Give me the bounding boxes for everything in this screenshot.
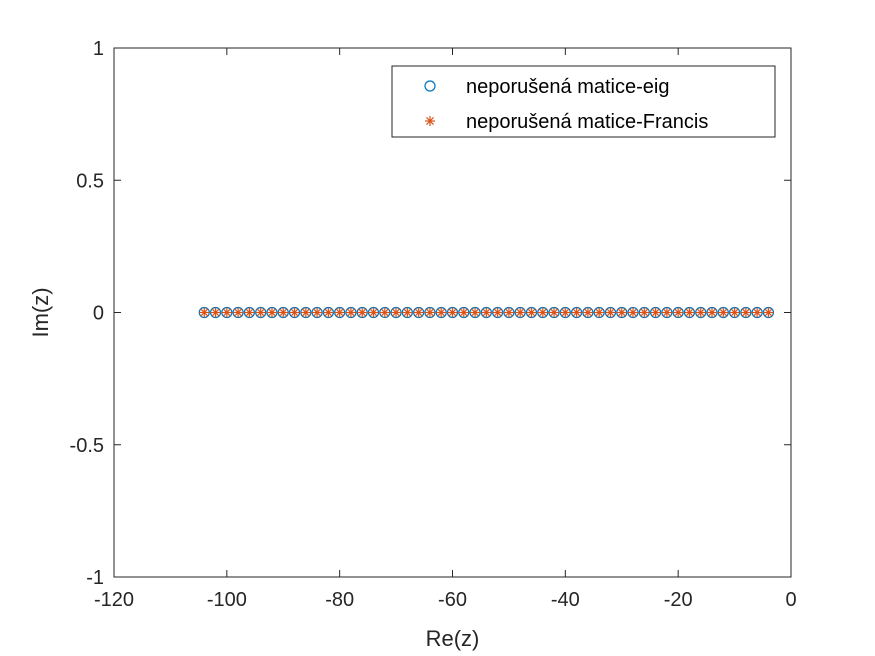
data-point-asterisk: [582, 307, 593, 318]
data-point-asterisk: [278, 307, 289, 318]
data-point-asterisk: [707, 307, 718, 318]
data-point-asterisk: [210, 307, 221, 318]
legend-entry-eig: neporušená matice-eig: [466, 76, 669, 98]
data-point-asterisk: [673, 307, 684, 318]
x-tick-label: 0: [785, 589, 796, 611]
data-point-asterisk: [244, 307, 255, 318]
data-point-asterisk: [616, 307, 627, 318]
legend-marker-circle: [424, 80, 436, 92]
data-point-asterisk: [718, 307, 729, 318]
data-point-asterisk: [560, 307, 571, 318]
data-point-asterisk: [300, 307, 311, 318]
data-point-asterisk: [481, 307, 492, 318]
data-point-asterisk: [650, 307, 661, 318]
x-tick-label: -20: [664, 589, 693, 611]
data-point-asterisk: [345, 307, 356, 318]
data-point-asterisk: [402, 307, 413, 318]
data-point-asterisk: [526, 307, 537, 318]
data-point-asterisk: [447, 307, 458, 318]
axis-ticks: -120 -100 -80 -60 -40 -20 0 -1 -0.5 0 0.5 1: [70, 38, 797, 611]
data-point-asterisk: [233, 307, 244, 318]
legend: neporušená matice-eig neporušená matice-…: [391, 65, 776, 138]
data-point-asterisk: [199, 307, 210, 318]
data-point-asterisk: [266, 307, 277, 318]
data-point-asterisk: [661, 307, 672, 318]
x-tick-label: -60: [438, 589, 467, 611]
x-axis-label: Re(z): [426, 626, 480, 651]
data-point-asterisk: [515, 307, 526, 318]
legend-entry-francis: neporušená matice-Francis: [466, 111, 708, 133]
data-point-asterisk: [594, 307, 605, 318]
data-point-asterisk: [221, 307, 232, 318]
data-point-asterisk: [334, 307, 345, 318]
data-point-asterisk: [255, 307, 266, 318]
data-point-asterisk: [289, 307, 300, 318]
data-point-asterisk: [436, 307, 447, 318]
data-point-asterisk: [537, 307, 548, 318]
y-tick-label: -0.5: [70, 435, 104, 457]
x-tick-label: -40: [551, 589, 580, 611]
data-marks: [198, 306, 775, 319]
data-point-asterisk: [639, 307, 650, 318]
y-axis-label: Im(z): [28, 287, 53, 337]
data-point-asterisk: [424, 307, 435, 318]
data-point-asterisk: [312, 307, 323, 318]
data-point-asterisk: [549, 307, 560, 318]
x-tick-label: -100: [207, 589, 247, 611]
data-point-asterisk: [470, 307, 481, 318]
y-tick-label: 0.5: [76, 170, 104, 192]
data-point-asterisk: [752, 307, 763, 318]
data-point-asterisk: [503, 307, 514, 318]
y-tick-label: 1: [93, 38, 104, 60]
y-tick-label: -1: [86, 567, 104, 589]
data-point-asterisk: [763, 307, 774, 318]
data-point-asterisk: [413, 307, 424, 318]
data-point-asterisk: [684, 307, 695, 318]
y-tick-label: 0: [93, 303, 104, 325]
data-point-asterisk: [357, 307, 368, 318]
legend-circle-icon: [424, 80, 436, 92]
x-tick-label: -120: [94, 589, 134, 611]
legend-marker-asterisk: [425, 116, 435, 126]
data-point-asterisk: [323, 307, 334, 318]
legend-box: [391, 65, 776, 138]
data-point-asterisk: [729, 307, 740, 318]
data-point-asterisk: [695, 307, 706, 318]
series-francis: [199, 307, 774, 318]
legend-asterisk-icon: [425, 116, 435, 126]
data-point-asterisk: [368, 307, 379, 318]
data-point-asterisk: [571, 307, 582, 318]
data-point-asterisk: [628, 307, 639, 318]
data-point-asterisk: [391, 307, 402, 318]
data-point-asterisk: [740, 307, 751, 318]
data-point-asterisk: [458, 307, 469, 318]
plot-frame: [113, 47, 792, 578]
data-point-asterisk: [605, 307, 616, 318]
x-tick-label: -80: [325, 589, 354, 611]
data-point-asterisk: [379, 307, 390, 318]
data-point-asterisk: [492, 307, 503, 318]
